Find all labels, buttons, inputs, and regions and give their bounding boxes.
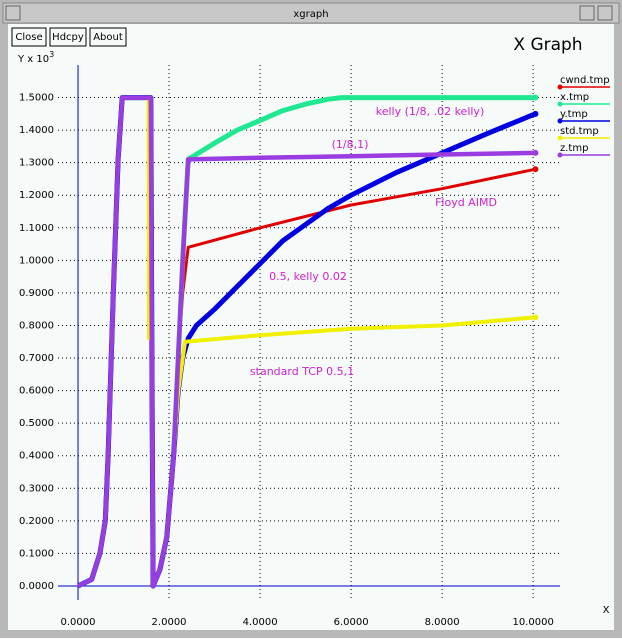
y-tick-label: 0.8000 <box>19 320 54 331</box>
minimize-button[interactable] <box>579 5 595 21</box>
annotation: standard TCP 0.5,1 <box>250 365 354 378</box>
close-button[interactable] <box>11 27 47 47</box>
y-tick-label: 0.2000 <box>19 516 54 527</box>
legend-marker <box>557 101 563 107</box>
y-label-exponent: 3 <box>49 50 54 59</box>
end-marker <box>532 110 539 117</box>
legend-marker <box>557 152 563 158</box>
legend-label: x.tmp <box>560 92 589 103</box>
x-tick-label: 8.0000 <box>425 617 460 628</box>
window-menu[interactable] <box>5 5 21 21</box>
y-axis-label: Y x 103 <box>17 50 54 66</box>
y-tick-label: 0.0000 <box>19 581 54 592</box>
x-axis-label: X <box>603 605 610 616</box>
y-tick-label: 1.1000 <box>19 223 54 234</box>
y-tick-label: 0.7000 <box>19 353 54 364</box>
x-tick-label: 0.0000 <box>61 617 96 628</box>
y-tick-label: 1.3000 <box>19 158 54 169</box>
y-tick-label: 0.6000 <box>19 386 54 397</box>
window-title: xgraph <box>293 9 328 20</box>
about-button[interactable] <box>89 27 127 47</box>
about-label[interactable]: About <box>93 32 123 43</box>
end-marker <box>532 149 539 156</box>
y-tick-label: 0.5000 <box>19 418 54 429</box>
legend-marker <box>557 118 563 124</box>
y-label-base: Y x 10 <box>17 54 49 65</box>
x-tick-label: 10.0000 <box>512 617 553 628</box>
y-tick-label: 0.1000 <box>19 548 54 559</box>
legend-label: cwnd.tmp <box>560 75 610 86</box>
annotation: (1/8,1) <box>332 138 369 151</box>
legend-label: y.tmp <box>560 109 588 120</box>
end-marker <box>532 166 539 173</box>
chart-title: X Graph <box>513 35 582 55</box>
legend-label: z.tmp <box>560 143 588 154</box>
y-tick-label: 1.4000 <box>19 125 54 136</box>
x-tick-label: 4.0000 <box>243 617 278 628</box>
annotation: Floyd AIMD <box>435 196 497 209</box>
y-tick-label: 1.2000 <box>19 190 54 201</box>
series-line <box>77 95 536 589</box>
legend-marker <box>557 135 563 141</box>
y-tick-label: 0.9000 <box>19 288 54 299</box>
x-tick-label: 2.0000 <box>152 617 187 628</box>
annotation: kelly (1/8, .02 kelly) <box>376 105 485 118</box>
graph-area <box>8 24 614 630</box>
end-marker <box>532 94 539 101</box>
legend-marker <box>557 84 563 90</box>
hdcpy-label[interactable]: Hdcpy <box>52 32 84 43</box>
hdcpy-button[interactable] <box>49 27 87 47</box>
y-tick-label: 0.4000 <box>19 451 54 462</box>
close-label[interactable]: Close <box>15 32 42 43</box>
y-tick-label: 1.5000 <box>19 93 54 104</box>
end-marker <box>532 314 539 321</box>
legend-label: std.tmp <box>560 126 599 137</box>
y-tick-label: 1.0000 <box>19 255 54 266</box>
maximize-button[interactable] <box>597 5 613 21</box>
annotation: 0.5, kelly 0.02 <box>269 270 347 283</box>
title-bar <box>2 2 620 24</box>
x-tick-label: 6.0000 <box>334 617 369 628</box>
y-tick-label: 0.3000 <box>19 483 54 494</box>
